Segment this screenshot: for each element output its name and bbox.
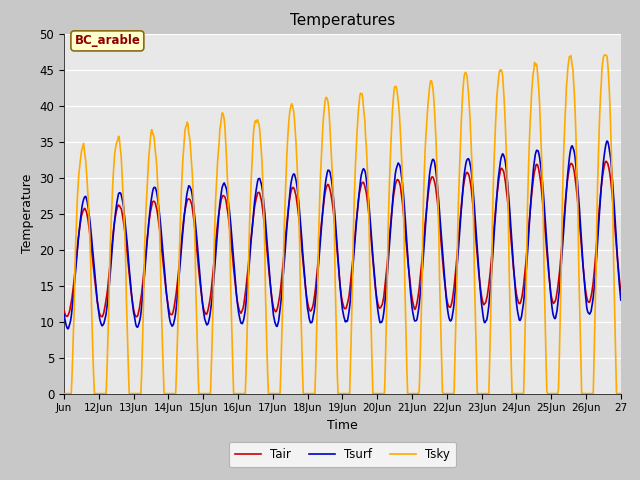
Tsky	[513, 391, 521, 396]
Legend: Tair, Tsurf, Tsky: Tair, Tsurf, Tsky	[228, 442, 456, 467]
Tair	[137, 296, 145, 301]
Tsurf	[137, 311, 145, 317]
Tair	[514, 297, 522, 303]
Tsky	[460, 73, 468, 79]
Tsurf	[64, 326, 72, 332]
Tsky	[60, 391, 68, 396]
Tsurf	[617, 297, 625, 303]
Y-axis label: Temperature: Temperature	[21, 174, 34, 253]
Tsky	[136, 391, 144, 396]
Tsky	[600, 52, 608, 58]
Tsurf	[184, 189, 191, 195]
Tsurf	[514, 310, 522, 316]
Tsurf	[531, 157, 538, 163]
Tsky	[182, 122, 190, 128]
Tair	[60, 307, 68, 313]
Tsky	[530, 67, 538, 73]
Tair	[602, 158, 610, 164]
Tsurf	[70, 292, 77, 298]
Tair	[132, 314, 140, 320]
X-axis label: Time: Time	[327, 419, 358, 432]
Tsurf	[60, 312, 68, 317]
Tair	[531, 168, 538, 174]
Line: Tair: Tair	[64, 161, 621, 317]
Tair	[461, 175, 468, 180]
Line: Tsurf: Tsurf	[64, 141, 621, 329]
Tsurf	[603, 138, 611, 144]
Text: BC_arable: BC_arable	[74, 35, 140, 48]
Tsurf	[461, 167, 468, 172]
Line: Tsky: Tsky	[64, 55, 621, 394]
Tair	[69, 289, 77, 295]
Tsky	[617, 391, 625, 396]
Tair	[617, 288, 625, 293]
Tsky	[69, 352, 77, 358]
Title: Temperatures: Temperatures	[290, 13, 395, 28]
Tair	[184, 197, 191, 203]
